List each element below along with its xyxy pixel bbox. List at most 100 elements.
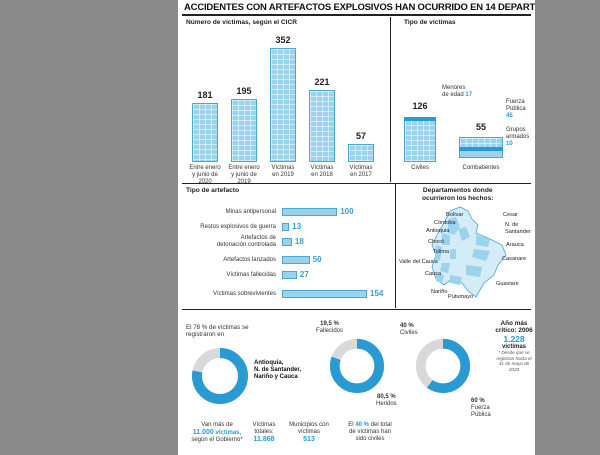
stat-municipios-b: víctimas <box>297 429 320 435</box>
dept-valle: Valle del Cauca <box>399 259 438 265</box>
stat-municipios: Municipios con víctimas 513 <box>284 422 334 444</box>
stat-civil-share: El 40 % del total de víctimas han sido civ… <box>338 422 402 443</box>
dept-antioquia: Antioquia <box>426 228 450 234</box>
donut1-title-line2: registraron en <box>186 331 225 338</box>
label-fuerza-line2: Pública <box>506 106 526 112</box>
dept-santander-line2: Santander <box>505 229 531 235</box>
victims-bar-label-1-line3: 2019 <box>237 179 251 185</box>
dept-santander-line1: N. de <box>505 222 519 228</box>
dept-santander: N. de Santander <box>505 222 531 236</box>
victims-bar-label-3: Víctimas en 2018 <box>301 165 343 179</box>
stat-municipios-a: Municipios con <box>289 422 329 428</box>
donut1-callout-line2: N. de Santander, <box>254 367 302 373</box>
dept-putumayo: Putumayo <box>448 294 474 300</box>
donut3-fuerza: 60 % Fuerza Pública <box>471 398 491 419</box>
donut1-title-line1: El 78 % de víctimas se <box>186 324 249 331</box>
bar-civiles-label: Civiles <box>411 165 429 171</box>
critical-note-line3: 31 de mayo de 2020 <box>498 361 530 372</box>
map-title: Departamentos donde ocurrieron los hechos… <box>422 187 493 203</box>
donut3-fuerza-line1: Fuerza <box>471 405 490 411</box>
map-antioquia <box>442 233 450 245</box>
critical-year-box: Año más crítico: 2006 1.228 víctimas * De… <box>494 320 534 372</box>
bar-combatientes-label: Combatientes <box>462 165 500 171</box>
donut1-callout-line1: Antioquia, <box>254 360 284 366</box>
victims-bar-label-0-line3: 2020 <box>198 179 212 185</box>
device-bar-label-0: Minas antipersonal <box>180 209 276 216</box>
donut3-civiles-label: Civiles <box>400 330 418 336</box>
section-divider-2 <box>182 309 531 310</box>
victims-bar-label-2-line2: en 2019 <box>272 172 294 178</box>
critical-note: * Desde que se registran hasta el 31 de ma… <box>494 350 534 372</box>
device-bar-label-3-line1: Artefactos lanzados <box>223 256 276 263</box>
device-bar-label-4-line1: Víctimas fallecidas <box>226 271 276 278</box>
bar-civiles-minors-segment <box>404 117 436 121</box>
stat-government-value: 11.000 <box>192 429 214 436</box>
donut2-heridos: 80,5 % Heridos <box>376 394 397 408</box>
label-grupos: Grupos armados 10 <box>506 127 529 148</box>
device-bar-label-1-line1: Restos explosivos de guerra <box>200 223 276 230</box>
device-bar-value-4: 27 <box>299 270 309 279</box>
stat-government-d: según el Gobierno* <box>191 437 243 443</box>
device-bar-value-1: 13 <box>292 222 302 231</box>
device-bar-3 <box>282 256 310 264</box>
dept-arauca: Arauca <box>506 242 524 248</box>
donut1-callout: Antioquia, N. de Santander, Nariño y Cauca <box>254 360 301 381</box>
device-bar-value-5: 154 <box>370 289 384 298</box>
device-bar-label-4: Víctimas fallecidas <box>180 272 276 279</box>
stat-total-value: 11.868 <box>253 436 275 443</box>
map-santander <box>458 227 470 241</box>
chart-types-title: Tipo de víctimas <box>404 19 456 26</box>
dept-casanare: Casanare <box>502 256 527 262</box>
label-fuerza: Fuerza Pública 45 <box>506 99 526 120</box>
device-bar-value-0: 100 <box>340 207 354 216</box>
device-bar-value-3: 50 <box>312 255 322 264</box>
victims-bar-label-0-line2: y junio de <box>192 172 218 178</box>
donut-victim-type <box>415 338 471 394</box>
section-divider-vertical-2 <box>395 184 396 308</box>
device-bar-label-5: Víctimas sobrevivientes <box>180 291 276 298</box>
map-title-line1: Departamentos donde <box>422 187 493 194</box>
donut-outcome-main <box>329 338 385 394</box>
stat-government: Van más de 11.000 víctimas, según el Gobie… <box>184 422 250 444</box>
victims-bar-2 <box>270 48 296 162</box>
victims-bar-1 <box>231 98 257 162</box>
map-tolima <box>450 249 456 259</box>
device-bar-4 <box>282 271 297 279</box>
stat-total: Víctimas totales: 11.868 <box>248 422 280 444</box>
victims-bar-label-4: Víctimas en 2017 <box>340 165 382 179</box>
victims-bar-3 <box>309 90 335 162</box>
victims-bar-value-2: 352 <box>275 35 291 45</box>
device-bar-0 <box>282 208 338 216</box>
victims-bar-label-4-line1: Víctimas <box>349 165 373 171</box>
dept-choco: Chocó <box>428 239 445 245</box>
critical-note-line2: registran hasta el <box>496 355 532 361</box>
dept-cordoba: Córdoba <box>434 220 456 226</box>
device-bar-5 <box>282 290 367 298</box>
map-title-line2: ocurrieron los hechos: <box>422 195 494 202</box>
stat-civil-a: El <box>348 422 354 428</box>
victims-bar-4 <box>348 143 374 162</box>
dept-guaviare: Guaviare <box>496 281 519 287</box>
infographic-sheet: ACCIDENTES CON ARTEFACTOS EXPLOSIVOS HAN… <box>178 0 535 455</box>
device-bar-label-0-line1: Minas antipersonal <box>225 208 276 215</box>
victims-bar-label-0: Entre enero y junio de 2020 <box>184 165 226 186</box>
stat-civil-d: de víctimas han <box>348 429 392 435</box>
victims-bar-label-3-line1: Víctimas <box>310 165 334 171</box>
section-divider-1 <box>182 183 531 184</box>
map-casanare <box>472 249 490 261</box>
critical-note-line1: * Desde que se <box>498 350 530 355</box>
stat-municipios-value: 513 <box>303 436 315 443</box>
section-divider-vertical <box>390 17 391 182</box>
donut2-fallecidos-label: Fallecidos <box>316 328 344 334</box>
map-narino <box>436 273 444 283</box>
map-bolivar <box>448 217 460 235</box>
donut2-heridos-label: Heridos <box>376 401 397 407</box>
donut3-fuerza-pct: 60 % <box>471 398 485 404</box>
label-menores-value: 17 <box>465 92 473 98</box>
device-bar-label-5-line1: Víctimas sobrevivientes <box>212 290 276 297</box>
critical-title-line2: crítico: 2006 <box>495 327 533 334</box>
label-grupos-line2: armados <box>506 134 530 140</box>
donut3-fuerza-line2: Pública <box>471 412 491 418</box>
chart-victims-title: Número de víctimas, según el CICR <box>186 19 298 26</box>
stat-government-c: víctimas, <box>215 430 242 436</box>
